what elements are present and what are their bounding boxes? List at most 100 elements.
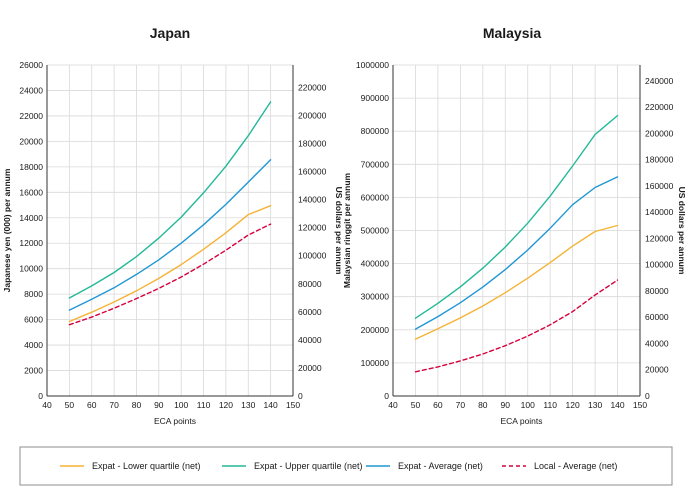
malaysia-x-tick-label: 90 xyxy=(501,400,511,410)
malaysia-x-tick-label: 120 xyxy=(566,400,580,410)
malaysia-y-tick-label: 300000 xyxy=(361,292,390,302)
malaysia-y-axis-label: Malaysian ringgit per annum xyxy=(342,172,352,288)
japan-y-tick-label: 20000 xyxy=(19,136,43,146)
japan-y-tick-label: 8000 xyxy=(24,289,43,299)
japan-y-tick-label: 14000 xyxy=(19,213,43,223)
japan-x-tick-label: 150 xyxy=(286,400,300,410)
malaysia-x-tick-label: 50 xyxy=(411,400,421,410)
legend-label-average: Expat - Average (net) xyxy=(398,461,483,471)
malaysia-y2-tick-label: 20000 xyxy=(645,365,669,375)
japan-y-tick-label: 12000 xyxy=(19,238,43,248)
legend-box xyxy=(19,446,673,486)
japan-x-axis-label: ECA points xyxy=(154,416,196,426)
malaysia-y2-tick-label: 120000 xyxy=(645,233,674,243)
malaysia-y-tick-label: 800000 xyxy=(361,126,390,136)
legend-item-average: Expat - Average (net) xyxy=(366,461,483,471)
malaysia-y2-tick-label: 100000 xyxy=(645,260,674,270)
japan-y-tick-label: 22000 xyxy=(19,111,43,121)
malaysia-y2-tick-label: 40000 xyxy=(645,338,669,348)
malaysia-x-tick-label: 130 xyxy=(588,400,602,410)
malaysia-y-tick-label: 900000 xyxy=(361,93,390,103)
malaysia-y-tick-label: 600000 xyxy=(361,192,390,202)
malaysia-y-tick-label: 200000 xyxy=(361,325,390,335)
malaysia-y2-axis-label: US dollars per annum xyxy=(677,187,687,275)
malaysia-y2-tick-label: 240000 xyxy=(645,76,674,86)
legend-item-local-average: Local - Average (net) xyxy=(502,461,617,471)
japan-chart-title: Japan xyxy=(150,25,190,41)
japan-x-tick-label: 120 xyxy=(219,400,233,410)
malaysia-x-tick-label: 140 xyxy=(610,400,624,410)
japan-chart: Japan 0 2000 4000 6000 8000 10000 12000 14000 16… xyxy=(2,25,344,426)
malaysia-y2-tick-label: 80000 xyxy=(645,286,669,296)
malaysia-series-average xyxy=(414,176,619,330)
malaysia-y-tick-label: 0 xyxy=(384,391,389,401)
japan-y2-tick-label: 60000 xyxy=(298,307,322,317)
malaysia-y2-tick-label: 140000 xyxy=(645,207,674,217)
japan-x-tick-label: 100 xyxy=(174,400,188,410)
malaysia-chart-title: Malaysia xyxy=(483,25,542,41)
japan-series-upper-quartile xyxy=(68,101,272,299)
malaysia-chart: Malaysia 0100000200000300000400000500000… xyxy=(342,25,687,426)
japan-y-tick-label: 0 xyxy=(38,391,43,401)
legend-item-upper-quartile: Expat - Upper quartile (net) xyxy=(222,461,363,471)
malaysia-x-tick-label: 100 xyxy=(521,400,535,410)
malaysia-y2-tick-label: 220000 xyxy=(645,102,674,112)
malaysia-y2-tick-label: 60000 xyxy=(645,312,669,322)
japan-y2-tick-label: 100000 xyxy=(298,251,327,261)
malaysia-x-tick-label: 70 xyxy=(456,400,466,410)
legend: Expat - Lower quartile (net) Expat - Upp… xyxy=(19,446,673,486)
japan-y2-tick-label: 180000 xyxy=(298,139,327,149)
japan-y2-tick-label: 140000 xyxy=(298,195,327,205)
japan-y-tick-label: 16000 xyxy=(19,187,43,197)
japan-y2-tick-label: 220000 xyxy=(298,82,327,92)
japan-y-axis-label: Japanese yen (000) per annum xyxy=(2,168,12,292)
japan-x-tick-label: 130 xyxy=(241,400,255,410)
malaysia-y-tick-label: 500000 xyxy=(361,226,390,236)
malaysia-x-tick-label: 110 xyxy=(543,400,557,410)
malaysia-y-tick-label: 100000 xyxy=(361,358,390,368)
japan-y-tick-label: 18000 xyxy=(19,162,43,172)
japan-x-tick-label: 80 xyxy=(132,400,142,410)
malaysia-series-local-average xyxy=(414,279,619,373)
malaysia-y-tick-label: 1000000 xyxy=(356,60,389,70)
malaysia-y-tick-label: 700000 xyxy=(361,159,390,169)
legend-label-lower-quartile: Expat - Lower quartile (net) xyxy=(92,461,201,471)
japan-y2-tick-label: 80000 xyxy=(298,279,322,289)
legend-label-local-average: Local - Average (net) xyxy=(534,461,617,471)
japan-y-tick-label: 24000 xyxy=(19,85,43,95)
japan-y-tick-label: 26000 xyxy=(19,60,43,70)
malaysia-x-axis-label: ECA points xyxy=(500,416,542,426)
japan-y-tick-label: 10000 xyxy=(19,264,43,274)
japan-y-tick-label: 2000 xyxy=(24,366,43,376)
japan-x-tick-label: 110 xyxy=(197,400,211,410)
japan-y-tick-label: 6000 xyxy=(24,315,43,325)
malaysia-y-tick-label: 400000 xyxy=(361,259,390,269)
japan-y2-tick-label: 0 xyxy=(298,391,303,401)
japan-x-tick-label: 50 xyxy=(65,400,75,410)
legend-label-upper-quartile: Expat - Upper quartile (net) xyxy=(254,461,363,471)
malaysia-y2-tick-label: 180000 xyxy=(645,155,674,165)
malaysia-x-tick-label: 40 xyxy=(388,400,398,410)
japan-x-tick-label: 40 xyxy=(42,400,52,410)
japan-y2-tick-label: 120000 xyxy=(298,223,327,233)
malaysia-y2-tick-label: 200000 xyxy=(645,128,674,138)
malaysia-y2-tick-label: 160000 xyxy=(645,181,674,191)
japan-y2-tick-label: 160000 xyxy=(298,167,327,177)
japan-y2-axis-label: US dollars per annum xyxy=(334,187,344,275)
japan-x-tick-label: 140 xyxy=(264,400,278,410)
japan-x-tick-label: 90 xyxy=(154,400,164,410)
malaysia-x-tick-label: 60 xyxy=(433,400,443,410)
japan-y2-tick-label: 40000 xyxy=(298,335,322,345)
japan-series-local-average xyxy=(68,223,272,326)
malaysia-x-tick-label: 80 xyxy=(478,400,488,410)
legend-item-lower-quartile: Expat - Lower quartile (net) xyxy=(60,461,201,471)
japan-y2-tick-label: 20000 xyxy=(298,363,322,373)
japan-y2-tick-label: 200000 xyxy=(298,110,327,120)
malaysia-series-upper-quartile xyxy=(414,114,619,319)
japan-y-tick-label: 4000 xyxy=(24,340,43,350)
japan-x-tick-label: 70 xyxy=(109,400,119,410)
malaysia-y2-tick-label: 0 xyxy=(645,391,650,401)
japan-x-tick-label: 60 xyxy=(87,400,97,410)
japan-series-average xyxy=(68,159,272,311)
